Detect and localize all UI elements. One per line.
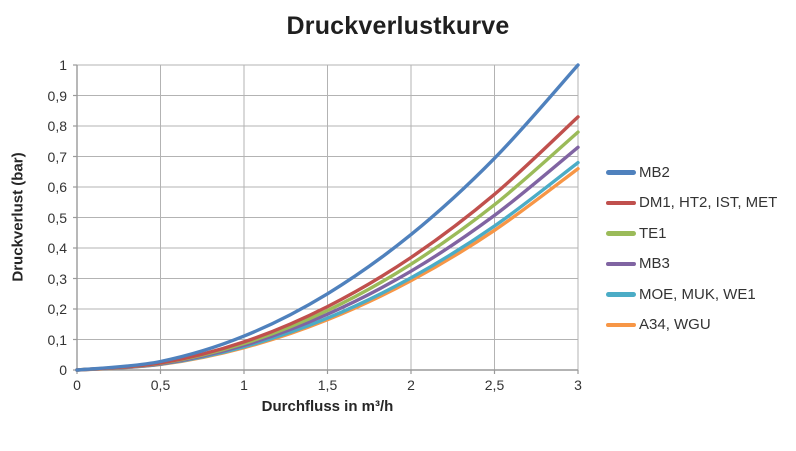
- legend-label: A34, WGU: [639, 316, 711, 334]
- legend-line-swatch: [606, 261, 636, 266]
- y-tick-label: 0,5: [47, 209, 67, 226]
- chart-title: Druckverlustkurve: [286, 12, 510, 40]
- legend-item: TE1: [606, 218, 777, 249]
- y-tick-label: 0,7: [47, 148, 67, 165]
- x-tick-label: 1: [240, 377, 248, 393]
- x-tick-label: 0,5: [150, 377, 171, 393]
- legend-label: MOE, MUK, WE1: [639, 285, 756, 303]
- x-tick-label: 0: [73, 377, 81, 393]
- x-tick-label: 3: [574, 377, 582, 393]
- legend-label: MB2: [639, 163, 670, 181]
- legend-label: DM1, HT2, IST, MET: [639, 194, 778, 212]
- series-curve-mb2: [75, 63, 580, 372]
- legend-line-swatch: [606, 322, 636, 327]
- x-tick-label: 1,5: [317, 377, 338, 393]
- legend-line-swatch: [606, 170, 636, 175]
- legend-item: DM1, HT2, IST, MET: [606, 188, 777, 219]
- y-tick-label: 0: [59, 362, 67, 378]
- y-tick-label: 0,8: [47, 118, 67, 134]
- y-tick-label: 1: [59, 57, 67, 73]
- legend-label: MB3: [639, 255, 670, 273]
- y-tick-label: 0,2: [47, 301, 67, 317]
- legend-item: MB3: [606, 249, 777, 280]
- legend-item: A34, WGU: [606, 310, 777, 341]
- y-tick-label: 0,1: [47, 331, 67, 348]
- legend: MB2 DM1, HT2, IST, MET TE1 MB3 MOE, MUK, WE1…: [606, 157, 777, 340]
- y-tick-label: 0,9: [47, 87, 67, 104]
- legend-label: TE1: [639, 224, 667, 242]
- legend-line-swatch: [606, 200, 636, 205]
- y-tick-label: 0,3: [47, 270, 67, 287]
- y-tick-label: 0,4: [47, 240, 67, 256]
- legend-item: MB2: [606, 157, 777, 188]
- legend-line-swatch: [606, 292, 636, 297]
- legend-item: MOE, MUK, WE1: [606, 279, 777, 310]
- x-tick-label: 2,5: [484, 377, 505, 393]
- x-tick-label: 2: [407, 377, 415, 393]
- legend-line-swatch: [606, 231, 636, 236]
- x-axis-title: Durchfluss in m³/h: [261, 398, 394, 415]
- y-tick-label: 0,6: [47, 179, 67, 195]
